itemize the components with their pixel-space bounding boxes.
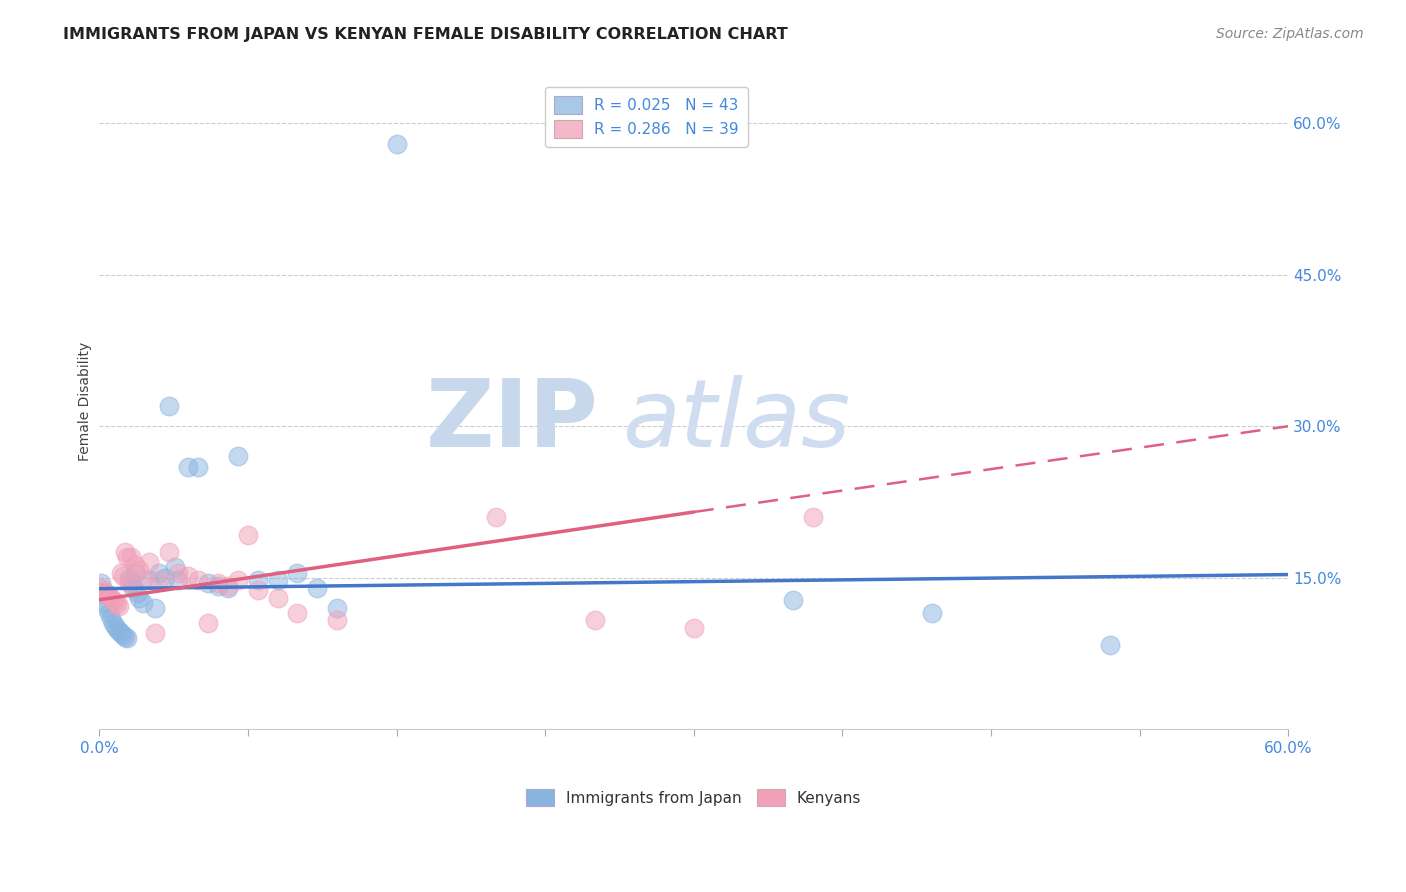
Point <box>132 573 155 587</box>
Point <box>226 573 249 587</box>
Point <box>115 550 138 565</box>
Point <box>96 587 118 601</box>
Point <box>143 626 166 640</box>
Point <box>118 571 141 585</box>
Point <box>246 573 269 587</box>
Point <box>138 556 160 570</box>
Point <box>91 582 114 597</box>
Text: ZIP: ZIP <box>426 375 599 467</box>
Point <box>153 571 176 585</box>
Point <box>105 622 128 636</box>
Point <box>104 595 127 609</box>
Point <box>157 545 180 559</box>
Point <box>187 573 209 587</box>
Point <box>197 575 219 590</box>
Point <box>246 582 269 597</box>
Point <box>583 613 606 627</box>
Point <box>128 591 150 605</box>
Point <box>108 624 131 638</box>
Point <box>104 619 127 633</box>
Point <box>782 592 804 607</box>
Point <box>217 581 239 595</box>
Point <box>1099 638 1122 652</box>
Point <box>111 568 134 582</box>
Point <box>98 589 121 603</box>
Point <box>101 592 124 607</box>
Point <box>143 600 166 615</box>
Point <box>266 591 288 605</box>
Point <box>148 566 170 580</box>
Point <box>287 606 309 620</box>
Text: IMMIGRANTS FROM JAPAN VS KENYAN FEMALE DISABILITY CORRELATION CHART: IMMIGRANTS FROM JAPAN VS KENYAN FEMALE D… <box>63 27 787 42</box>
Point <box>114 545 136 559</box>
Point <box>226 450 249 464</box>
Point <box>90 581 112 595</box>
Point <box>100 611 122 625</box>
Point <box>101 615 124 630</box>
Point <box>115 631 138 645</box>
Point <box>138 573 160 587</box>
Point <box>485 510 508 524</box>
Point <box>128 562 150 576</box>
Point <box>326 613 349 627</box>
Point <box>801 510 824 524</box>
Point <box>120 550 142 565</box>
Point <box>266 573 288 587</box>
Point <box>385 136 408 151</box>
Point <box>167 566 190 580</box>
Point <box>110 626 132 640</box>
Point <box>167 573 190 587</box>
Text: Source: ZipAtlas.com: Source: ZipAtlas.com <box>1216 27 1364 41</box>
Point <box>157 399 180 413</box>
Point <box>124 566 146 580</box>
Point <box>94 596 117 610</box>
Point <box>114 630 136 644</box>
Point <box>108 599 131 613</box>
Point <box>118 575 141 590</box>
Point <box>105 597 128 611</box>
Point <box>187 459 209 474</box>
Point <box>111 628 134 642</box>
Point <box>177 568 200 582</box>
Point <box>177 459 200 474</box>
Point <box>207 579 229 593</box>
Point <box>122 581 145 595</box>
Point <box>120 575 142 590</box>
Point <box>236 528 259 542</box>
Point <box>125 585 148 599</box>
Point <box>148 573 170 587</box>
Point <box>100 591 122 605</box>
Point <box>98 606 121 620</box>
Point <box>132 596 155 610</box>
Point <box>163 560 186 574</box>
Text: atlas: atlas <box>623 376 851 467</box>
Point <box>91 585 114 599</box>
Point <box>682 621 704 635</box>
Point <box>94 584 117 599</box>
Point <box>217 579 239 593</box>
Point <box>307 581 329 595</box>
Point <box>90 575 112 590</box>
Legend: Immigrants from Japan, Kenyans: Immigrants from Japan, Kenyans <box>520 782 868 813</box>
Point <box>287 566 309 580</box>
Point <box>326 600 349 615</box>
Point <box>96 600 118 615</box>
Point <box>207 575 229 590</box>
Point <box>921 606 943 620</box>
Point <box>110 566 132 580</box>
Point <box>197 615 219 630</box>
Point <box>124 558 146 573</box>
Y-axis label: Female Disability: Female Disability <box>79 342 93 460</box>
